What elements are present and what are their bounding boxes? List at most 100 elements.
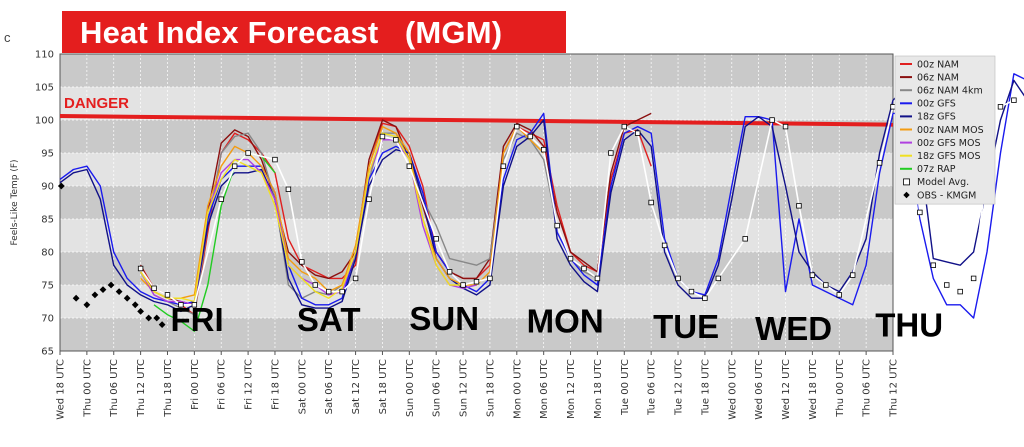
model-avg-point <box>514 123 520 130</box>
band <box>60 120 893 153</box>
x-tick-label: Sun 18 UTC <box>485 359 496 417</box>
model-avg-point <box>621 123 627 130</box>
model-avg-point <box>715 275 722 282</box>
model-avg-point <box>299 259 305 265</box>
x-tick-label: Thu 00 UTC <box>835 359 846 418</box>
y-tick-label: 105 <box>35 83 54 94</box>
legend-label: 00z NAM MOS <box>917 125 984 136</box>
model-avg-point <box>594 275 601 282</box>
x-tick-label: Tue 12 UTC <box>674 359 685 416</box>
model-avg-point <box>218 196 224 202</box>
x-tick-label: Sat 06 UTC <box>324 359 335 414</box>
x-tick-label: Mon 12 UTC <box>566 359 577 419</box>
x-tick-label: Tue 06 UTC <box>647 359 658 416</box>
x-tick-label: Thu 06 UTC <box>862 359 873 418</box>
x-tick-label: Thu 06 UTC <box>109 359 120 418</box>
legend-label: 06z NAM <box>917 72 959 83</box>
model-avg-point <box>500 163 507 169</box>
day-label: MON <box>527 303 604 340</box>
danger-layer: DANGER <box>59 95 894 127</box>
day-label: SUN <box>409 300 479 337</box>
model-avg-point <box>944 282 950 288</box>
chart-title: Heat Index Forecast (MGM) <box>80 15 503 50</box>
legend-swatch <box>903 191 910 199</box>
model-avg-point <box>352 275 359 282</box>
model-avg-point <box>997 104 1004 110</box>
model-avg-point <box>702 295 708 301</box>
day-labels-layer: FRI SAT SUN MON TUE WED THU <box>170 300 943 347</box>
model-avg-point <box>1011 97 1017 103</box>
title-banner: Heat Index Forecast (MGM) <box>62 11 566 53</box>
model-avg-point <box>460 282 466 288</box>
day-label: THU <box>875 306 943 343</box>
x-tick-label: Fri 00 UTC <box>190 359 201 410</box>
model-avg-point <box>178 302 184 308</box>
legend-label: 00z NAM <box>917 59 959 70</box>
model-avg-point <box>688 288 695 295</box>
model-avg-point <box>339 288 345 295</box>
legend-label: 00z GFS <box>917 99 956 110</box>
obs-point <box>91 291 99 299</box>
obs-point <box>123 294 131 302</box>
x-tick-label: Tue 00 UTC <box>620 359 631 416</box>
x-tick-label: Fri 06 UTC <box>217 359 228 410</box>
obs-point <box>137 308 145 315</box>
plot-frame <box>59 53 894 352</box>
y-tick-label: 90 <box>41 182 54 193</box>
model-avg-point <box>661 242 668 249</box>
legend-label: 00z GFS MOS <box>917 138 981 149</box>
model-avg-point <box>849 272 856 278</box>
model-avg-point <box>406 163 413 169</box>
series-line <box>140 132 464 303</box>
x-tick-label: Thu 12 UTC <box>889 359 900 418</box>
day-label: TUE <box>653 308 719 345</box>
model-avg-point <box>782 123 789 130</box>
model-avg-point <box>836 292 842 298</box>
obs-point <box>107 281 115 289</box>
model-avg-point <box>581 265 587 272</box>
danger-label: DANGER <box>64 95 129 112</box>
model-avg-point <box>930 262 937 268</box>
model-avg-point <box>245 150 251 156</box>
model-avg-point <box>957 288 963 295</box>
x-tick-label: Sat 18 UTC <box>378 359 389 414</box>
band <box>60 186 893 219</box>
x-tick-label: Fri 12 UTC <box>244 359 255 410</box>
legend-label: 18z GFS <box>917 112 956 123</box>
model-avg-point <box>554 222 560 229</box>
obs-layer <box>57 182 166 328</box>
model-avg-point <box>393 137 399 143</box>
model-avg-point <box>823 282 829 288</box>
series-line <box>59 79 1024 313</box>
model-avg-point <box>366 196 372 202</box>
obs-point <box>145 314 153 322</box>
model-avg-point <box>433 236 439 242</box>
obs-point <box>72 294 80 302</box>
x-tick-label: Sat 00 UTC <box>297 359 308 414</box>
model-avg-point <box>742 236 748 242</box>
day-label: WED <box>755 310 832 347</box>
corner-mark: c <box>4 30 11 45</box>
model-avg-point <box>917 209 923 216</box>
x-tick-label: Wed 12 UTC <box>781 359 792 420</box>
day-label: FRI <box>170 301 223 338</box>
axes: 65 70 75 80 85 90 95 100 105 110 Wed 18 UTC Thu 00 … <box>10 50 900 420</box>
x-tick-label: Wed 00 UTC <box>727 359 738 420</box>
model-avg-point <box>796 203 802 209</box>
legend-label: Model Avg. <box>917 177 969 188</box>
model-avg-point <box>446 269 453 275</box>
model-avg-point <box>473 278 480 285</box>
legend-label: 07z RAP <box>917 164 956 175</box>
legend-label: 18z GFS MOS <box>917 151 981 162</box>
model-avg-point <box>231 163 238 169</box>
obs-point <box>131 301 139 309</box>
band <box>60 318 893 351</box>
x-tick-label: Sun 12 UTC <box>459 359 470 417</box>
legend-swatch <box>903 178 910 186</box>
y-tick-label: 100 <box>35 116 54 127</box>
band <box>60 54 893 87</box>
x-tick-label: Mon 06 UTC <box>539 359 550 419</box>
day-label: SAT <box>297 301 361 338</box>
y-tick-label: 95 <box>41 149 54 160</box>
x-tick-label: Wed 18 UTC <box>56 359 67 420</box>
